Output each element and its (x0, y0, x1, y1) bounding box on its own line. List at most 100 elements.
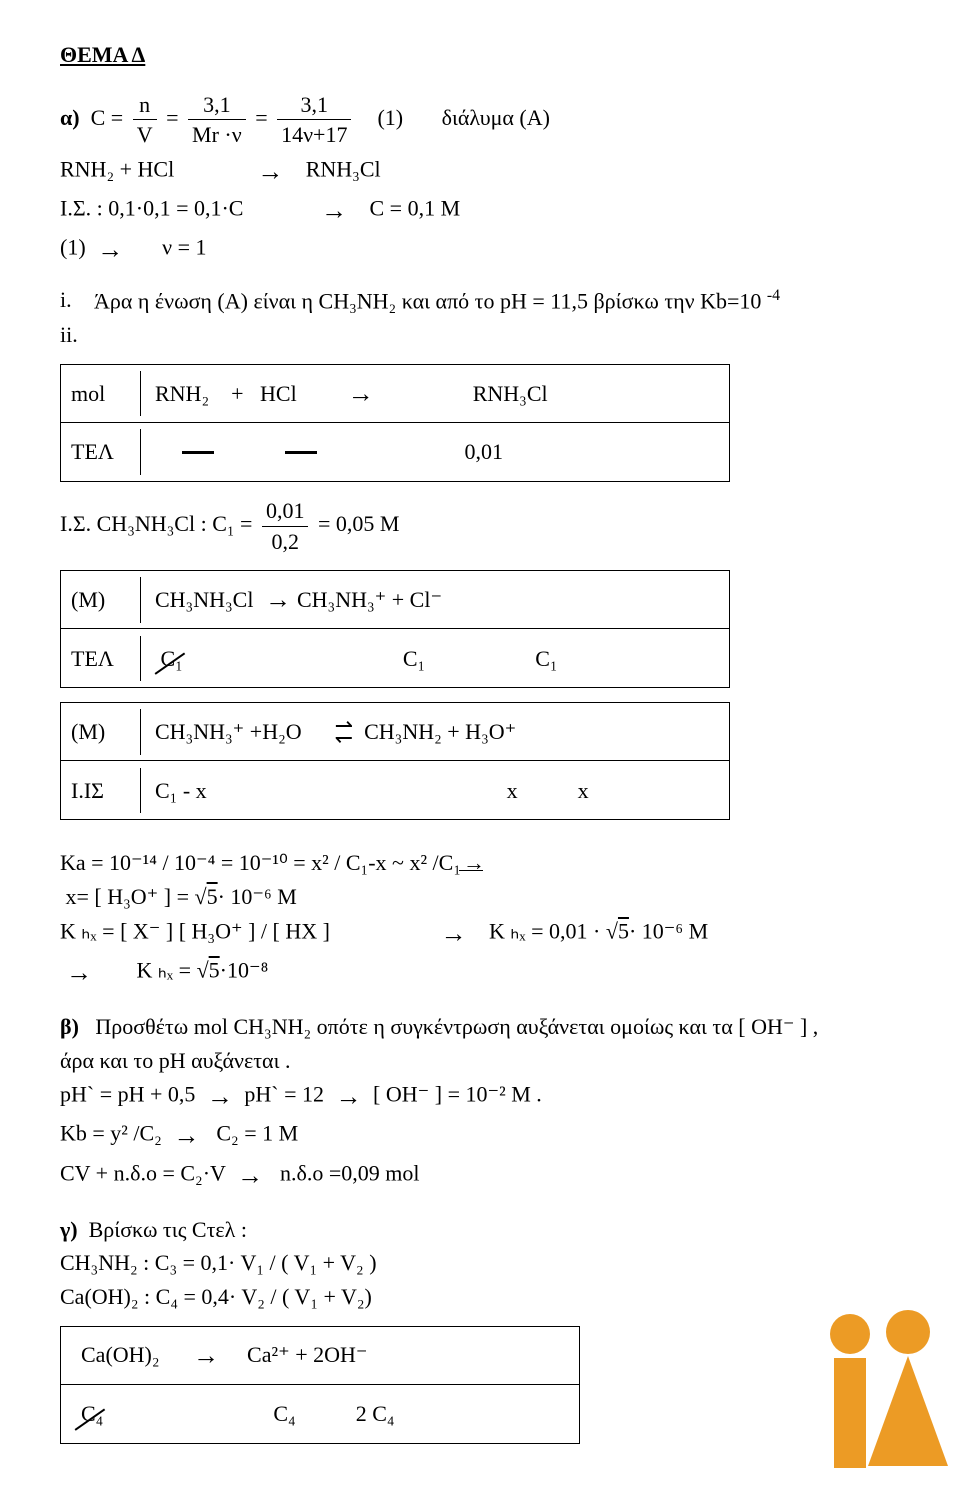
num: 0,01 (262, 496, 309, 526)
equilibrium-arrow-icon: ⇀↽ (335, 720, 353, 744)
text: · 10⁻⁶ M (218, 884, 297, 909)
eq: = (255, 105, 267, 130)
khx2-line: → K ₕₓ = √5·10⁻⁸ (60, 955, 900, 990)
text: Βρίσκω τις Cτελ : (89, 1217, 247, 1242)
den: 14ν+17 (277, 119, 351, 150)
khx-line: K ₕₓ = [ X⁻ ] [ H₃O⁺ ] / [ HX ] → K ₕₓ =… (60, 916, 900, 951)
frac-c1: 0,01 0,2 (262, 496, 309, 556)
arrow-right-icon: → (265, 582, 291, 617)
paren1: (1) (60, 235, 86, 260)
gamma-3: Ca(OH)₂ : C₄ = 0,4· V₂ / ( V₁ + V₂) (60, 1282, 900, 1312)
nu-line: (1) → ν = 1 (60, 232, 900, 267)
half-arrow-icon: Ka = 10⁻¹⁴ / 10⁻⁴ = 10⁻¹⁰ = x² / C₁-x ~ … (60, 848, 483, 878)
arrow-right-icon: → (348, 376, 374, 411)
text: ·10⁻⁸ (220, 957, 269, 982)
section-title: ΘΕΜΑ Δ (60, 40, 900, 70)
alpha-lead: α) (60, 105, 80, 130)
arrow-right-icon: → (207, 1079, 233, 1114)
text: pH` = 12 (244, 1082, 324, 1107)
val: C₁ - x (155, 776, 207, 806)
table-equil: (M) CH₃NH₃⁺ +H₂O ⇀↽ CH₃NH₂ + H₃O⁺ Ι.ΙΣ C… (60, 702, 730, 820)
text: K ₕₓ = [ X⁻ ] [ H₃O⁺ ] / [ HX ] (60, 918, 330, 943)
is-right: C = 0,1 M (369, 196, 460, 221)
den: 0,2 (262, 526, 309, 557)
tail: = 0,05 M (318, 511, 399, 536)
text: K ₕₓ = 0,01 · (489, 918, 606, 943)
exp: -4 (767, 287, 780, 304)
paren: (1) (377, 105, 403, 130)
cell: ΤΕΛ (61, 636, 141, 682)
val: C₁ (161, 646, 183, 671)
i-text: Άρα η ένωση (Α) είναι η CH₃NH₂ και από τ… (94, 289, 761, 314)
isigma-line: Ι.Σ. CH₃NH₃Cl : C₁ = 0,01 0,2 = 0,05 M (60, 496, 900, 556)
label: Ι.Σ. CH₃NH₃Cl : C₁ = (60, 511, 252, 536)
arrow-right-icon: → (237, 1158, 263, 1193)
text: C₂ = 1 M (216, 1121, 298, 1146)
cell: (M) (61, 709, 141, 755)
cell: ΤΕΛ (61, 429, 141, 475)
left-species: CH₃NH₃Cl (155, 585, 253, 615)
i-label: i. (60, 285, 94, 316)
sqrt5: 5 (209, 957, 220, 982)
x-line: x= [ H₃O⁺ ] = √5· 10⁻⁶ M (60, 882, 900, 912)
val: C₁ (403, 644, 425, 674)
val: x (507, 776, 518, 806)
text: x= [ H₃O⁺ ] = (66, 884, 195, 909)
num: n (133, 90, 157, 120)
text: pH` = pH + 0,5 (60, 1082, 195, 1107)
cell: C₄ C₄ 2 C₄ (61, 1391, 579, 1437)
cell: RNH₂ + HCl RNH₃Cl → (141, 368, 729, 419)
table-caoh2: Ca(OH)₂ → Ca²⁺ + 2OH⁻ C₄ C₄ 2 C₄ (60, 1326, 580, 1444)
arrow-right-icon: → (257, 154, 283, 189)
ka-line: Ka = 10⁻¹⁴ / 10⁻⁴ = 10⁻¹⁰ = x² / C₁-x ~ … (60, 848, 900, 878)
table-mol: mol RNH₂ + HCl RNH₃Cl → ΤΕΛ 0,01 (60, 364, 730, 482)
den: Mr ·ν (188, 119, 246, 150)
solution-label: διάλυμα (Α) (442, 105, 550, 130)
is-line: Ι.Σ. : 0,1·0,1 = 0,1·C → C = 0,1 M (60, 193, 900, 228)
alpha-line1: α) C = n V = 3,1 Mr ·ν = 3,1 14ν+17 (1) … (60, 90, 900, 150)
gamma-2: CH₃NH₂ : C₃ = 0,1· V₁ / ( V₁ + V₂ ) (60, 1248, 900, 1278)
text: Ka = 10⁻¹⁴ / 10⁻⁴ = 10⁻¹⁰ = x² / C₁-x ~ … (60, 850, 461, 875)
cell: mol (61, 371, 141, 417)
gamma-1: γ) Βρίσκω τις Cτελ : (60, 1215, 900, 1245)
val: x (578, 776, 589, 806)
left-species: Ca(OH)₂ (81, 1340, 160, 1370)
cell: C₁ C₁ C₁ (141, 636, 729, 682)
reaction-line: RNH₂ + HCl → RNH₃Cl (60, 154, 900, 189)
text: n.δ.ο =0,09 mol (280, 1160, 420, 1185)
struck-c1: C₁ (161, 644, 183, 674)
left-species: CH₃NH₃⁺ +H₂O (155, 717, 302, 747)
cell: C₁ - x x x (141, 768, 729, 814)
beta-2: άρα και το pH αυξάνεται . (60, 1046, 900, 1076)
num: 3,1 (188, 90, 246, 120)
text: CV + n.δ.ο = C₂·V (60, 1160, 226, 1185)
arrow-right-icon: → (173, 1118, 199, 1153)
val: C₄ (81, 1401, 103, 1426)
cell: Ca(OH)₂ → Ca²⁺ + 2OH⁻ (61, 1330, 579, 1381)
beta-3: pH` = pH + 0,5 → pH` = 12 → [ OH⁻ ] = 10… (60, 1079, 900, 1114)
people-icon (810, 1306, 950, 1486)
val: 0,01 (465, 437, 504, 467)
beta-1: β) Προσθέτω mol CH₃NH₂ οπότε η συγκέντρω… (60, 1012, 900, 1042)
table-dissoc: (M) CH₃NH₃Cl → CH₃NH₃⁺ + Cl⁻ ΤΕΛ C₁ C₁ C… (60, 570, 730, 688)
arrow-right-icon: → (66, 955, 92, 990)
arrow-right-icon: → (440, 916, 466, 951)
i-line: i. Άρα η ένωση (Α) είναι η CH₃NH₂ και απ… (60, 285, 900, 316)
den: V (133, 119, 157, 150)
dash-icon (182, 451, 214, 454)
reagents: RNH₂ + HCl (60, 157, 174, 182)
cell: 0,01 (141, 429, 729, 475)
arrow-right-icon: → (193, 1338, 219, 1373)
val: 2 C₄ (356, 1399, 395, 1429)
t: C = (91, 105, 124, 130)
cell: CH₃NH₃Cl → CH₃NH₃⁺ + Cl⁻ (141, 574, 729, 625)
val: C₁ (535, 644, 557, 674)
arrow-right-icon: → (321, 193, 347, 228)
val: C₄ (273, 1399, 295, 1429)
sqrt5: 5 (618, 918, 629, 943)
beta-lead: β) (60, 1014, 79, 1039)
text: [ OH⁻ ] = 10⁻² M . (373, 1082, 542, 1107)
gamma-lead: γ) (60, 1217, 78, 1242)
dash-icon (285, 451, 317, 454)
right-species: CH₃NH₃⁺ + Cl⁻ (297, 585, 442, 615)
